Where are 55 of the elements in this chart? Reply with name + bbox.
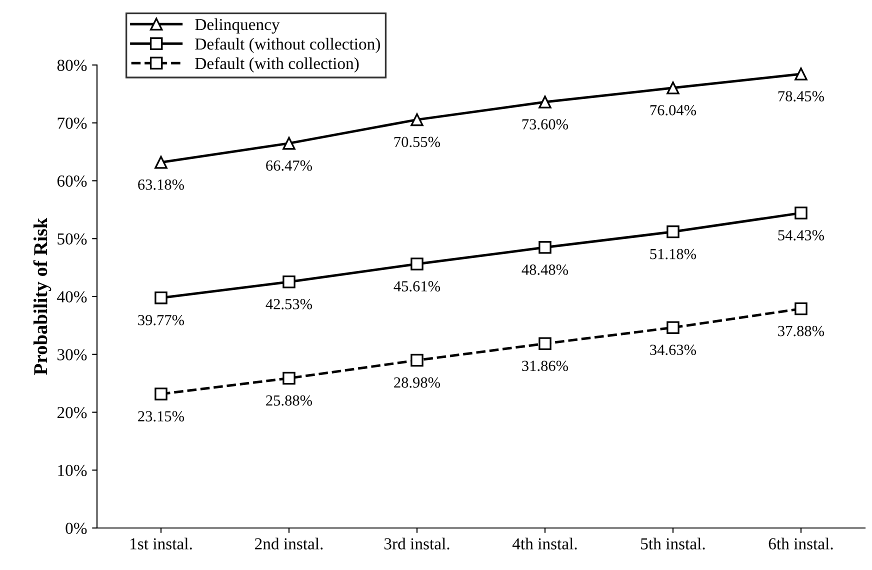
data-label: 45.61% (394, 281, 440, 292)
point (538, 241, 552, 254)
legend-label: Default (without collection) (195, 38, 380, 54)
point (666, 321, 680, 334)
data-label: 39.77% (138, 314, 184, 326)
data-label: 37.88% (778, 326, 824, 336)
data-label: 23.15% (138, 411, 184, 422)
data-label: 48.48% (522, 264, 568, 275)
point (410, 113, 424, 126)
x-tick-label: 5th instal. (641, 538, 705, 550)
y-tick-label: 60% (57, 175, 87, 187)
y-tick-label: 10% (58, 464, 87, 476)
y-tick-label: 50% (58, 233, 87, 245)
point (794, 68, 808, 80)
data-label: 66.47% (266, 160, 312, 171)
data-label: 28.98% (394, 377, 440, 388)
data-label: 31.86% (522, 360, 568, 372)
y-tick-label: 0% (66, 522, 87, 534)
point (154, 388, 168, 400)
y-tick-label: 70% (58, 118, 87, 129)
point (410, 354, 424, 367)
data-label: 73.60% (522, 119, 568, 130)
point (282, 136, 296, 150)
y-tick-label: 20% (57, 406, 87, 418)
y-axis-title: Probability of Risk (33, 218, 52, 375)
point (538, 337, 552, 350)
point (794, 302, 808, 316)
x-tick-label: 6th instal. (768, 538, 833, 550)
point (154, 156, 168, 169)
data-label: 25.88% (266, 395, 312, 406)
data-label: 76.04% (650, 105, 696, 116)
point (666, 82, 680, 94)
x-tick-label: 2nd instal. (255, 538, 323, 550)
point (282, 372, 296, 385)
x-tick-label: 3rd instal. (384, 538, 450, 550)
legend-label: Delinquency (195, 18, 280, 34)
data-label: 63.18% (138, 179, 184, 190)
data-label: 78.45% (778, 91, 824, 102)
y-tick-label: 80% (57, 60, 87, 71)
data-label: 51.18% (650, 248, 696, 260)
point (666, 225, 680, 238)
point (410, 258, 424, 270)
point (794, 206, 808, 220)
x-tick-label: 1st instal. (130, 538, 192, 550)
data-label: 70.55% (394, 136, 440, 148)
point (538, 96, 552, 108)
y-tick-label: 40% (57, 291, 87, 302)
legend-label: Default (with collection) (195, 57, 359, 72)
data-label: 34.63% (650, 344, 696, 356)
data-label: 42.53% (266, 298, 312, 310)
x-tick-label: 4th instal. (512, 538, 577, 550)
data-label: 54.43% (778, 230, 824, 240)
point (282, 275, 296, 288)
y-tick-label: 30% (58, 349, 87, 360)
point (154, 291, 168, 304)
